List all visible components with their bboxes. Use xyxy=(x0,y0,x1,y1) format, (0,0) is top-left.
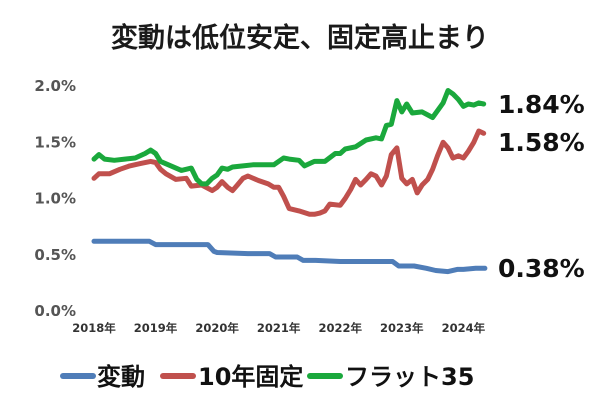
y-tick-label: 2.0% xyxy=(34,77,76,95)
legend-label-2: 10年固定 xyxy=(198,363,303,391)
end-labels: 0.38% 1.58% 1.84% xyxy=(498,90,585,283)
y-tick-label: 1.5% xyxy=(34,133,76,151)
end-value-label-2: 1.58% xyxy=(498,128,585,157)
series-line-3 xyxy=(91,88,487,187)
x-tick-label: 2020年 xyxy=(195,321,239,335)
x-tick-label: 2023年 xyxy=(380,321,424,335)
chart-title: 変動は低位安定、固定高止まり xyxy=(111,22,489,54)
y-tick-label: 0.5% xyxy=(34,246,76,264)
legend-label-1: 変動 xyxy=(97,363,145,391)
y-tick-label: 1.0% xyxy=(34,190,76,208)
end-value-label-1: 0.38% xyxy=(498,254,585,283)
legend-label-3: フラット35 xyxy=(345,363,474,391)
x-tick-label: 2019年 xyxy=(134,321,178,335)
series-line-2 xyxy=(91,128,487,217)
x-tick-label: 2021年 xyxy=(257,321,301,335)
y-axis: 0.0% 0.5% 1.0% 1.5% 2.0% xyxy=(34,77,76,320)
end-value-label-3: 1.84% xyxy=(498,90,585,119)
y-tick-label: 0.0% xyxy=(34,302,76,320)
x-tick-label: 2024年 xyxy=(442,321,486,335)
x-axis: 2018年 2019年 2020年 2021年 2022年 2023年 2024年 xyxy=(72,321,485,335)
x-tick-label: 2018年 xyxy=(72,321,116,335)
x-tick-label: 2022年 xyxy=(318,321,362,335)
legend: 変動 10年固定 フラット35 xyxy=(60,363,474,391)
series-line-1 xyxy=(91,238,488,275)
plot-area xyxy=(91,88,488,275)
